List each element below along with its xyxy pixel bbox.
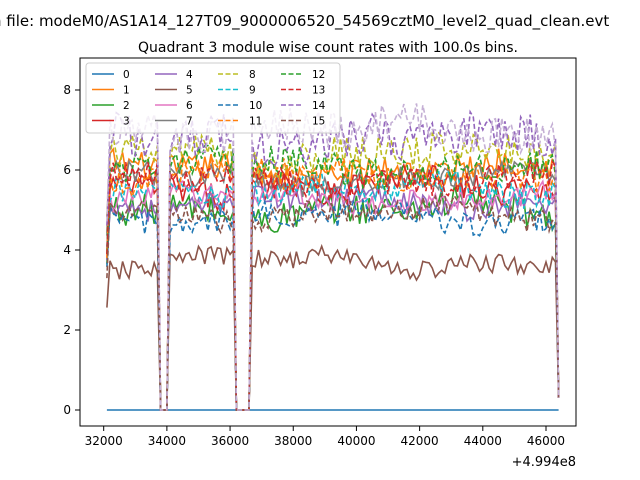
- series-line-13: [106, 158, 560, 411]
- series-line-5: [106, 243, 560, 411]
- axis-ticks: 32000 34000 36000 38000 40000 42000 44000 46000…: [63, 83, 565, 448]
- legend-label: 9: [249, 85, 256, 97]
- y-tick-label: 2: [63, 323, 71, 337]
- series-layer: [106, 103, 560, 411]
- legend-label: 2: [123, 100, 130, 112]
- series-line-10: [106, 198, 560, 411]
- plot-frame: [79, 57, 577, 427]
- series-line-6: [106, 176, 560, 411]
- y-tick-label: 6: [63, 163, 71, 177]
- series-line-9: [106, 168, 560, 411]
- y-tick-label: 0: [63, 403, 71, 417]
- x-tick-label: 44000: [464, 434, 502, 448]
- x-tick-label: 42000: [401, 434, 439, 448]
- x-tick-label: 32000: [85, 434, 123, 448]
- x-tick-label: 36000: [211, 434, 249, 448]
- series-line-12: [106, 144, 560, 411]
- x-tick-label: 34000: [148, 434, 186, 448]
- legend-label: 7: [186, 116, 193, 128]
- chart-suptitle: n file: modeM0/AS1A14_127T09_9000006520_…: [0, 12, 609, 31]
- legend-label: 15: [312, 116, 325, 128]
- legend-label: 1: [123, 85, 130, 97]
- legend-label: 3: [123, 116, 130, 128]
- legend-label: 14: [312, 100, 326, 112]
- series-line-11: [106, 153, 560, 411]
- legend-box: [85, 62, 341, 134]
- y-tick-label: 4: [63, 243, 71, 257]
- x-offset-label: +4.994e8: [512, 455, 576, 470]
- legend-label: 10: [249, 100, 262, 112]
- legend-label: 12: [312, 69, 325, 81]
- legend-label: 11: [249, 116, 262, 128]
- legend-label: 8: [249, 69, 256, 81]
- legend-label: 6: [186, 100, 193, 112]
- series-line-4: [106, 184, 560, 411]
- x-tick-label: 46000: [527, 434, 565, 448]
- legend-label: 4: [186, 69, 193, 81]
- series-line-15: [106, 192, 560, 411]
- x-tick-label: 40000: [337, 434, 375, 448]
- legend-label: 5: [186, 85, 193, 97]
- legend-label: 0: [123, 69, 130, 81]
- chart-title: Quadrant 3 module wise count rates with …: [138, 40, 518, 56]
- series-line-2: [106, 185, 560, 411]
- legend-label: 13: [312, 85, 325, 97]
- x-tick-label: 38000: [274, 434, 312, 448]
- y-tick-label: 8: [63, 83, 71, 97]
